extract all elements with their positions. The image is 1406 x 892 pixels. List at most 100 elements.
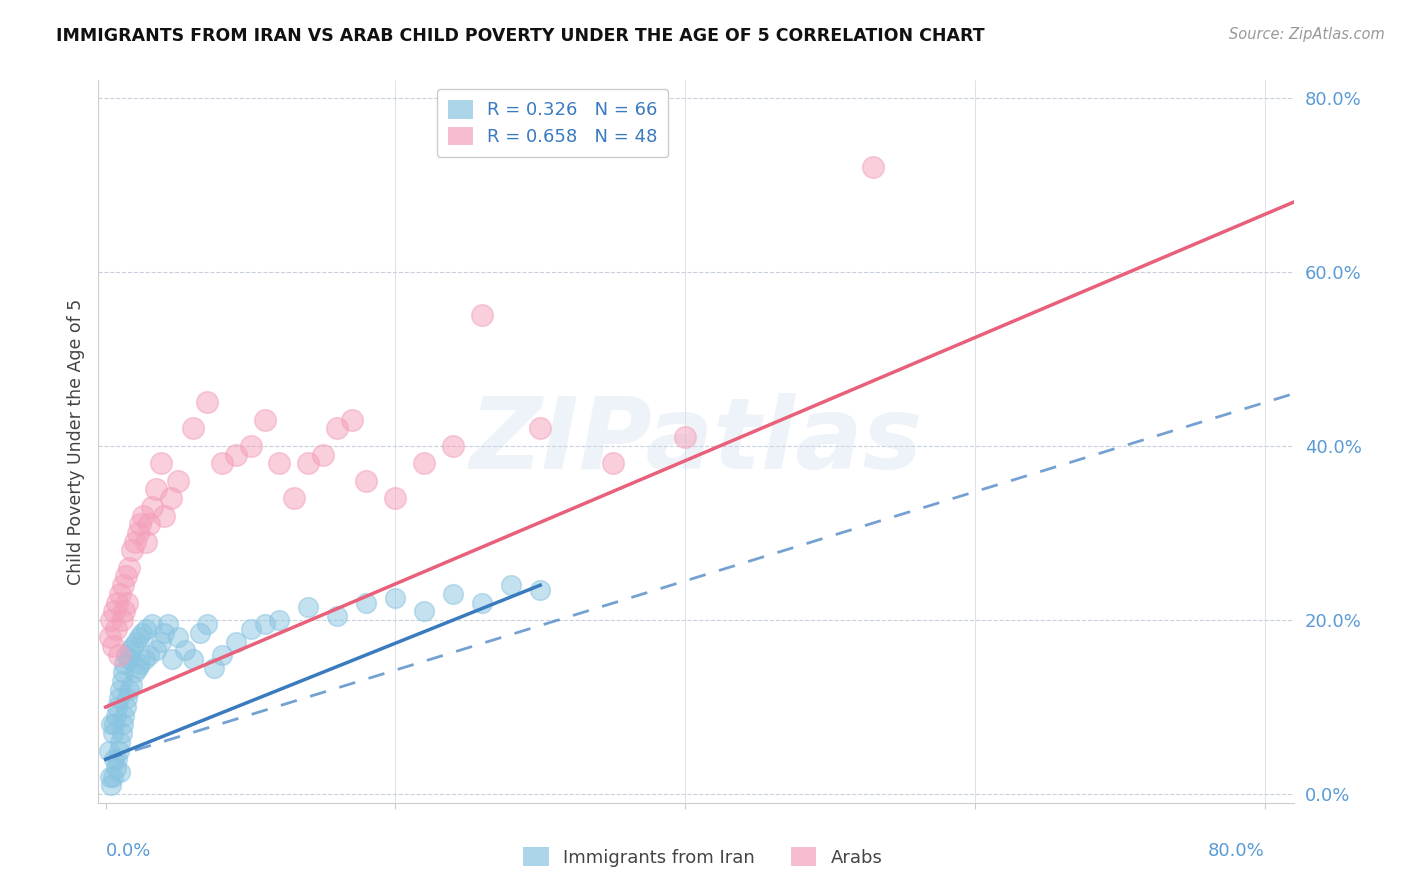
Point	[195, 617, 218, 632]
Point	[105, 752, 128, 766]
Point	[211, 648, 233, 662]
Point	[529, 421, 551, 435]
Point	[101, 770, 124, 784]
Point	[283, 491, 305, 505]
Point	[120, 643, 142, 657]
Point	[98, 631, 121, 645]
Point	[115, 569, 138, 583]
Point	[104, 708, 127, 723]
Point	[441, 439, 464, 453]
Point	[121, 543, 143, 558]
Point	[100, 613, 122, 627]
Point	[105, 596, 128, 610]
Point	[149, 634, 172, 648]
Point	[122, 639, 145, 653]
Point	[103, 604, 125, 618]
Point	[160, 491, 183, 505]
Point	[312, 448, 335, 462]
Point	[110, 613, 132, 627]
Point	[138, 517, 160, 532]
Point	[127, 525, 149, 540]
Point	[326, 421, 349, 435]
Point	[602, 456, 624, 470]
Point	[356, 596, 378, 610]
Point	[297, 456, 319, 470]
Point	[108, 587, 131, 601]
Point	[471, 308, 494, 322]
Point	[118, 682, 141, 697]
Point	[134, 652, 156, 666]
Point	[132, 508, 155, 523]
Point	[225, 634, 247, 648]
Point	[141, 617, 163, 632]
Point	[112, 665, 135, 680]
Point	[501, 578, 523, 592]
Point	[117, 691, 139, 706]
Point	[152, 508, 174, 523]
Point	[181, 421, 204, 435]
Point	[104, 761, 127, 775]
Point	[114, 657, 136, 671]
Point	[107, 743, 129, 757]
Point	[118, 652, 141, 666]
Point	[110, 726, 132, 740]
Point	[141, 500, 163, 514]
Point	[269, 613, 291, 627]
Point	[104, 622, 127, 636]
Text: ZIPatlas: ZIPatlas	[470, 393, 922, 490]
Point	[107, 648, 129, 662]
Point	[174, 643, 197, 657]
Point	[103, 752, 125, 766]
Point	[138, 648, 160, 662]
Point	[167, 631, 190, 645]
Legend: Immigrants from Iran, Arabs: Immigrants from Iran, Arabs	[516, 840, 890, 874]
Point	[121, 678, 143, 692]
Point	[239, 622, 262, 636]
Y-axis label: Child Poverty Under the Age of 5: Child Poverty Under the Age of 5	[66, 299, 84, 584]
Point	[145, 483, 167, 497]
Point	[529, 582, 551, 597]
Point	[124, 534, 146, 549]
Point	[384, 591, 406, 606]
Point	[110, 673, 132, 688]
Point	[202, 661, 225, 675]
Point	[135, 622, 157, 636]
Point	[117, 596, 139, 610]
Point	[167, 474, 190, 488]
Point	[107, 691, 129, 706]
Point	[340, 413, 363, 427]
Point	[181, 652, 204, 666]
Text: 80.0%: 80.0%	[1208, 842, 1264, 860]
Point	[128, 631, 150, 645]
Point	[127, 661, 149, 675]
Point	[114, 604, 136, 618]
Point	[471, 596, 494, 610]
Point	[156, 617, 179, 632]
Point	[253, 617, 276, 632]
Point	[114, 708, 136, 723]
Text: 0.0%: 0.0%	[105, 842, 150, 860]
Point	[98, 770, 121, 784]
Point	[413, 456, 436, 470]
Point	[101, 639, 124, 653]
Point	[326, 608, 349, 623]
Point	[115, 700, 138, 714]
Text: IMMIGRANTS FROM IRAN VS ARAB CHILD POVERTY UNDER THE AGE OF 5 CORRELATION CHART: IMMIGRANTS FROM IRAN VS ARAB CHILD POVER…	[56, 27, 984, 45]
Point	[145, 643, 167, 657]
Point	[356, 474, 378, 488]
Point	[269, 456, 291, 470]
Point	[188, 626, 211, 640]
Point	[673, 430, 696, 444]
Point	[162, 652, 184, 666]
Point	[129, 517, 152, 532]
Point	[118, 561, 141, 575]
Point	[108, 735, 131, 749]
Point	[862, 161, 884, 175]
Point	[384, 491, 406, 505]
Point	[103, 717, 125, 731]
Text: Source: ZipAtlas.com: Source: ZipAtlas.com	[1229, 27, 1385, 42]
Point	[112, 578, 135, 592]
Point	[100, 717, 122, 731]
Point	[129, 657, 152, 671]
Point	[131, 626, 153, 640]
